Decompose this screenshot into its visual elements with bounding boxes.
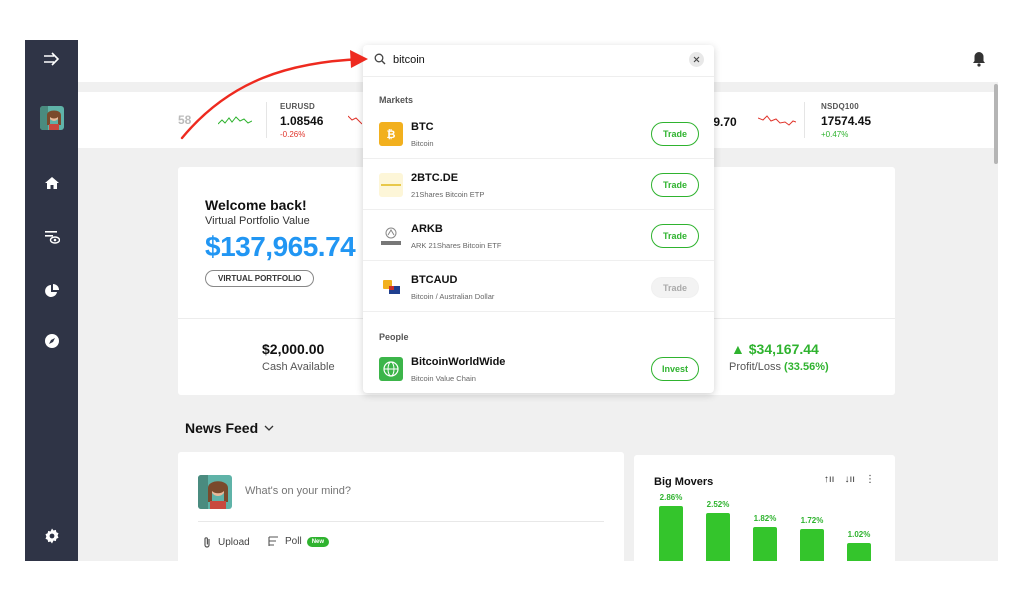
mover-bar[interactable] bbox=[800, 529, 824, 561]
clear-search-button[interactable] bbox=[689, 52, 704, 67]
cash-available-label: Cash Available bbox=[262, 361, 335, 373]
virtual-portfolio-toggle[interactable]: VIRTUAL PORTFOLIO bbox=[205, 270, 315, 287]
upload-label: Upload bbox=[218, 537, 250, 548]
result-symbol: BitcoinWorldWide bbox=[411, 356, 506, 368]
result-name: ARK 21Shares Bitcoin ETF bbox=[411, 241, 502, 250]
21shares-logo-icon bbox=[379, 173, 403, 197]
ticker-item-nsdq100[interactable]: NSDQ100 17574.45 +0.47% bbox=[821, 102, 872, 139]
mover-bar[interactable] bbox=[753, 527, 777, 561]
portfolio-value-label: Virtual Portfolio Value bbox=[205, 215, 310, 227]
welcome-heading: Welcome back! bbox=[205, 197, 307, 213]
btc-aud-flag-icon bbox=[379, 275, 403, 299]
ticker-sparkline bbox=[348, 115, 362, 125]
bitcoin-logo-icon: ₿ bbox=[379, 122, 403, 146]
globe-avatar-icon bbox=[379, 357, 403, 381]
search-result-btcaud[interactable]: BTCAUD Bitcoin / Australian Dollar Trade bbox=[363, 261, 714, 312]
search-result-bitcoinworldwide[interactable]: BitcoinWorldWide Bitcoin Value Chain Inv… bbox=[363, 343, 714, 394]
search-input[interactable] bbox=[393, 51, 673, 69]
markets-section-header: Markets bbox=[379, 95, 414, 105]
result-name: Bitcoin bbox=[411, 139, 434, 148]
result-name: Bitcoin / Australian Dollar bbox=[411, 292, 495, 301]
profit-loss-percent: (33.56%) bbox=[784, 361, 829, 373]
close-icon bbox=[693, 56, 700, 63]
result-name: 21Shares Bitcoin ETP bbox=[411, 190, 485, 199]
mover-label: 2.86% bbox=[659, 493, 683, 502]
sidebar bbox=[25, 40, 78, 561]
collapse-menu-icon[interactable] bbox=[25, 52, 78, 66]
mover-label: 2.52% bbox=[706, 500, 730, 509]
svg-text:₿: ₿ bbox=[387, 128, 396, 141]
page-scrollbar[interactable] bbox=[994, 84, 998, 164]
result-symbol: BTCAUD bbox=[411, 274, 458, 286]
result-symbol: 2BTC.DE bbox=[411, 172, 459, 184]
result-name: Bitcoin Value Chain bbox=[411, 374, 476, 383]
mover-bar[interactable] bbox=[847, 543, 871, 561]
trade-button[interactable]: Trade bbox=[651, 224, 699, 248]
ticker-sparkline bbox=[218, 116, 252, 125]
result-symbol: ARKB bbox=[411, 223, 443, 235]
mover-label: 1.72% bbox=[800, 516, 824, 525]
ticker-item-eurusd[interactable]: EURUSD 1.08546 -0.26% bbox=[280, 102, 324, 139]
chevron-down-icon bbox=[264, 425, 274, 431]
avatar bbox=[198, 475, 232, 509]
profit-loss-label: Profit/Loss (33.56%) bbox=[729, 361, 829, 373]
search-icon bbox=[374, 53, 386, 65]
sidebar-avatar[interactable] bbox=[25, 106, 78, 130]
search-dropdown: Markets ₿ BTC Bitcoin Trade 2BTC.DE 21Sh… bbox=[363, 45, 714, 393]
portfolio-pie-icon[interactable] bbox=[25, 283, 78, 299]
poll-button[interactable]: Poll New bbox=[268, 536, 330, 547]
people-section-header: People bbox=[379, 332, 409, 342]
watchlist-icon[interactable] bbox=[25, 230, 78, 244]
settings-gear-icon[interactable] bbox=[25, 528, 78, 544]
trade-button[interactable]: Trade bbox=[651, 122, 699, 146]
profit-loss-label-text: Profit/Loss bbox=[729, 361, 781, 373]
big-movers-title: Big Movers bbox=[654, 476, 714, 488]
poll-flag-icon bbox=[268, 536, 278, 546]
profit-loss-value: ▲ $34,167.44 bbox=[731, 341, 819, 357]
ticker-sparkline bbox=[758, 115, 796, 126]
mover-label: 1.82% bbox=[753, 514, 777, 523]
discover-compass-icon[interactable] bbox=[25, 333, 78, 349]
big-movers-card: Big Movers ↑ıı ↓ıı ⋮ 2.86% 2.52% 1.82% 1.72… bbox=[634, 455, 895, 561]
home-icon[interactable] bbox=[25, 176, 78, 190]
post-composer: Upload Poll New bbox=[178, 452, 624, 561]
result-symbol: BTC bbox=[411, 121, 434, 133]
news-feed-dropdown[interactable]: News Feed bbox=[185, 420, 274, 436]
news-feed-title: News Feed bbox=[185, 420, 259, 436]
notifications-bell-icon[interactable] bbox=[972, 51, 986, 72]
ark-logo-icon bbox=[379, 224, 403, 248]
sort-down-icon[interactable]: ↓ıı bbox=[844, 474, 855, 485]
cash-available-value: $2,000.00 bbox=[262, 341, 325, 357]
post-input[interactable] bbox=[245, 485, 545, 497]
new-badge: New bbox=[306, 536, 330, 547]
invest-button[interactable]: Invest bbox=[651, 357, 699, 381]
search-result-btc[interactable]: ₿ BTC Bitcoin Trade bbox=[363, 108, 714, 159]
trade-button[interactable]: Trade bbox=[651, 173, 699, 197]
mover-label: 1.02% bbox=[847, 530, 871, 539]
paperclip-icon bbox=[204, 537, 210, 548]
sort-up-icon[interactable]: ↑ıı bbox=[823, 474, 835, 485]
poll-label: Poll bbox=[285, 536, 302, 547]
mover-bar[interactable] bbox=[706, 513, 730, 561]
trade-button-disabled[interactable]: Trade bbox=[651, 277, 699, 298]
more-options-icon[interactable]: ⋮ bbox=[865, 474, 875, 485]
search-result-arkb[interactable]: ARKB ARK 21Shares Bitcoin ETF Trade bbox=[363, 210, 714, 261]
search-result-2btc[interactable]: 2BTC.DE 21Shares Bitcoin ETP Trade bbox=[363, 159, 714, 210]
upload-button[interactable]: Upload bbox=[202, 536, 250, 549]
app-window: 58 EURUSD 1.08546 -0.26% .9.70 NSDQ100 1… bbox=[25, 40, 998, 561]
ticker-item[interactable]: .9.70 bbox=[710, 115, 737, 129]
ticker-item[interactable]: 58 bbox=[178, 113, 192, 127]
portfolio-value: $137,965.74 bbox=[205, 231, 356, 262]
mover-bar[interactable] bbox=[659, 506, 683, 561]
